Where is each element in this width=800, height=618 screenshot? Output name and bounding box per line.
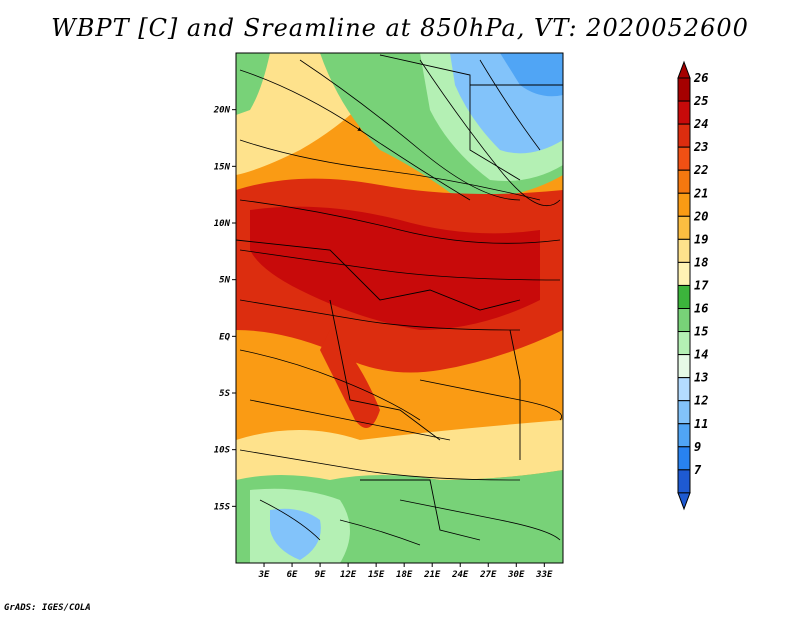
country-borders	[236, 54, 563, 541]
colorbar-swatch	[677, 469, 691, 494]
lat-tick-label: 10N	[214, 219, 231, 229]
colorbar-swatch	[677, 400, 691, 425]
lon-tick-label: 6E	[287, 570, 298, 580]
colorbar-label: 17	[694, 278, 709, 292]
lat-tick-label: 20N	[213, 106, 231, 116]
colorbar-label: 7	[694, 463, 702, 477]
map-title: WBPT [C] and Sreamline at 850hPa, VT: 20…	[51, 14, 749, 42]
lat-tick-label: EQ	[219, 332, 230, 342]
colorbar-label: 16	[694, 302, 708, 316]
map-panel	[236, 53, 563, 563]
grads-credit: GrADS: IGES/COLA	[4, 603, 91, 613]
latitude-axis: 20N 15N 10N 5N EQ 5S 10S 15S	[213, 106, 236, 512]
lon-tick-label: 30E	[507, 570, 525, 580]
colorbar-label: 21	[693, 186, 708, 200]
colorbar-label: 25	[693, 94, 708, 108]
colorbar-under-arrow	[677, 492, 691, 511]
colorbar-swatch	[677, 100, 691, 125]
colorbar-label: 15	[694, 325, 708, 339]
south-warm-band	[236, 420, 563, 490]
colorbar-swatch	[677, 77, 691, 102]
colorbar-label: 26	[693, 71, 708, 85]
lat-tick-label: 10S	[214, 446, 231, 456]
map-frame	[235, 52, 564, 564]
colorbar-swatch	[677, 308, 691, 333]
colorbar-label: 24	[693, 117, 708, 131]
colorbar-label: 12	[694, 394, 708, 408]
colorbar-swatch	[677, 284, 691, 310]
colorbar-label: 23	[693, 140, 708, 154]
colorbar-swatch	[677, 215, 691, 240]
lon-tick-label: 3E	[258, 570, 270, 580]
streamlines	[239, 59, 562, 546]
colorbar-label: 14	[694, 348, 708, 362]
lat-tick-label: 5S	[219, 389, 230, 399]
lon-tick-label: 27E	[479, 570, 497, 580]
lon-tick-label: 21E	[423, 570, 441, 580]
colorbar-swatch	[677, 423, 691, 448]
colorbar-swatch	[677, 377, 691, 402]
colorbar-label: 20	[693, 209, 708, 223]
colorbar-label: 11	[694, 417, 708, 431]
lon-tick-label: 12E	[340, 570, 357, 580]
lon-tick-label: 18E	[396, 570, 413, 580]
colorbar-swatch	[677, 169, 691, 194]
colorbar-swatch	[677, 261, 691, 286]
colorbar-swatch	[677, 354, 691, 379]
colorbar: 26 25 24 23 22 21 20 19 18 17 16 15 14 13 12 11 9 7	[677, 60, 709, 511]
lat-tick-label: 15S	[214, 502, 231, 512]
colorbar-swatch	[677, 446, 691, 471]
colorbar-swatch	[677, 331, 691, 356]
colorbar-label: 22	[693, 163, 708, 177]
lon-tick-label: 24E	[451, 570, 469, 580]
colorbar-swatch	[677, 123, 691, 148]
lon-tick-label: 33E	[535, 570, 553, 580]
lat-tick-label: 15N	[214, 162, 231, 172]
colorbar-over-arrow	[677, 60, 691, 79]
southwest-blue-region	[270, 508, 321, 560]
northwest-green-region	[236, 53, 270, 115]
colorbar-swatch	[677, 238, 691, 263]
colorbar-label: 18	[694, 255, 708, 269]
colorbar-swatch	[677, 146, 691, 171]
congo-warm-tongue	[320, 330, 380, 428]
lon-tick-label: 9E	[315, 570, 326, 580]
colorbar-swatch	[677, 192, 691, 217]
colorbar-label: 13	[694, 371, 708, 385]
lon-tick-label: 15E	[368, 570, 385, 580]
colorbar-label: 19	[694, 232, 708, 246]
colorbar-label: 9	[694, 440, 701, 454]
longitude-axis: 3E 6E 9E 12E 15E 18E 21E 24E 27E 30E 33E	[258, 563, 553, 580]
central-core-region	[250, 206, 540, 330]
lat-tick-label: 5N	[219, 276, 230, 286]
